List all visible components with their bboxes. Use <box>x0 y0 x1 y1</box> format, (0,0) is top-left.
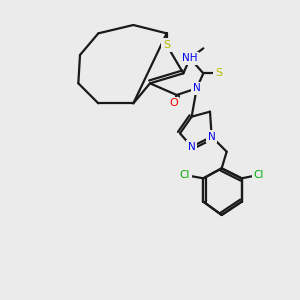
Text: Cl: Cl <box>180 170 190 180</box>
Text: S: S <box>215 68 222 78</box>
Text: N: N <box>188 142 196 152</box>
Text: Cl: Cl <box>253 170 263 180</box>
Text: O: O <box>169 98 178 108</box>
Text: N: N <box>208 132 215 142</box>
Text: N: N <box>193 83 200 93</box>
Text: S: S <box>163 40 170 50</box>
Text: NH: NH <box>182 53 198 63</box>
